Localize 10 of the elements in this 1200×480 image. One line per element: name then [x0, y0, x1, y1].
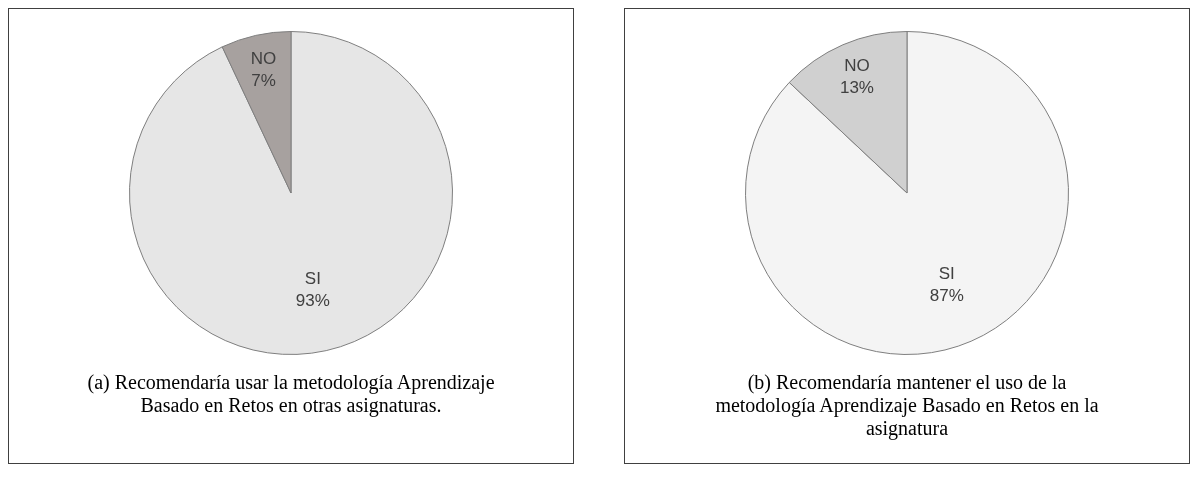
- data-label: 7%: [251, 70, 276, 90]
- data-label: 13%: [839, 78, 874, 98]
- slice-label: NO: [250, 48, 277, 68]
- data-label: 93%: [295, 291, 330, 311]
- data-label: 87%: [929, 285, 964, 305]
- text: (a) Recomendaría usar la metodología Aprendizaje Basado en Retos en otras asignaturas.: [86, 371, 496, 417]
- slice-label: SI: [304, 269, 321, 289]
- slice-label: SI: [938, 263, 955, 283]
- text: (b) Recomendaría mantener el uso de la metodología Aprendizaje Basado en Retos en la asignatura: [714, 371, 1100, 440]
- slice-label: NO: [844, 56, 870, 76]
